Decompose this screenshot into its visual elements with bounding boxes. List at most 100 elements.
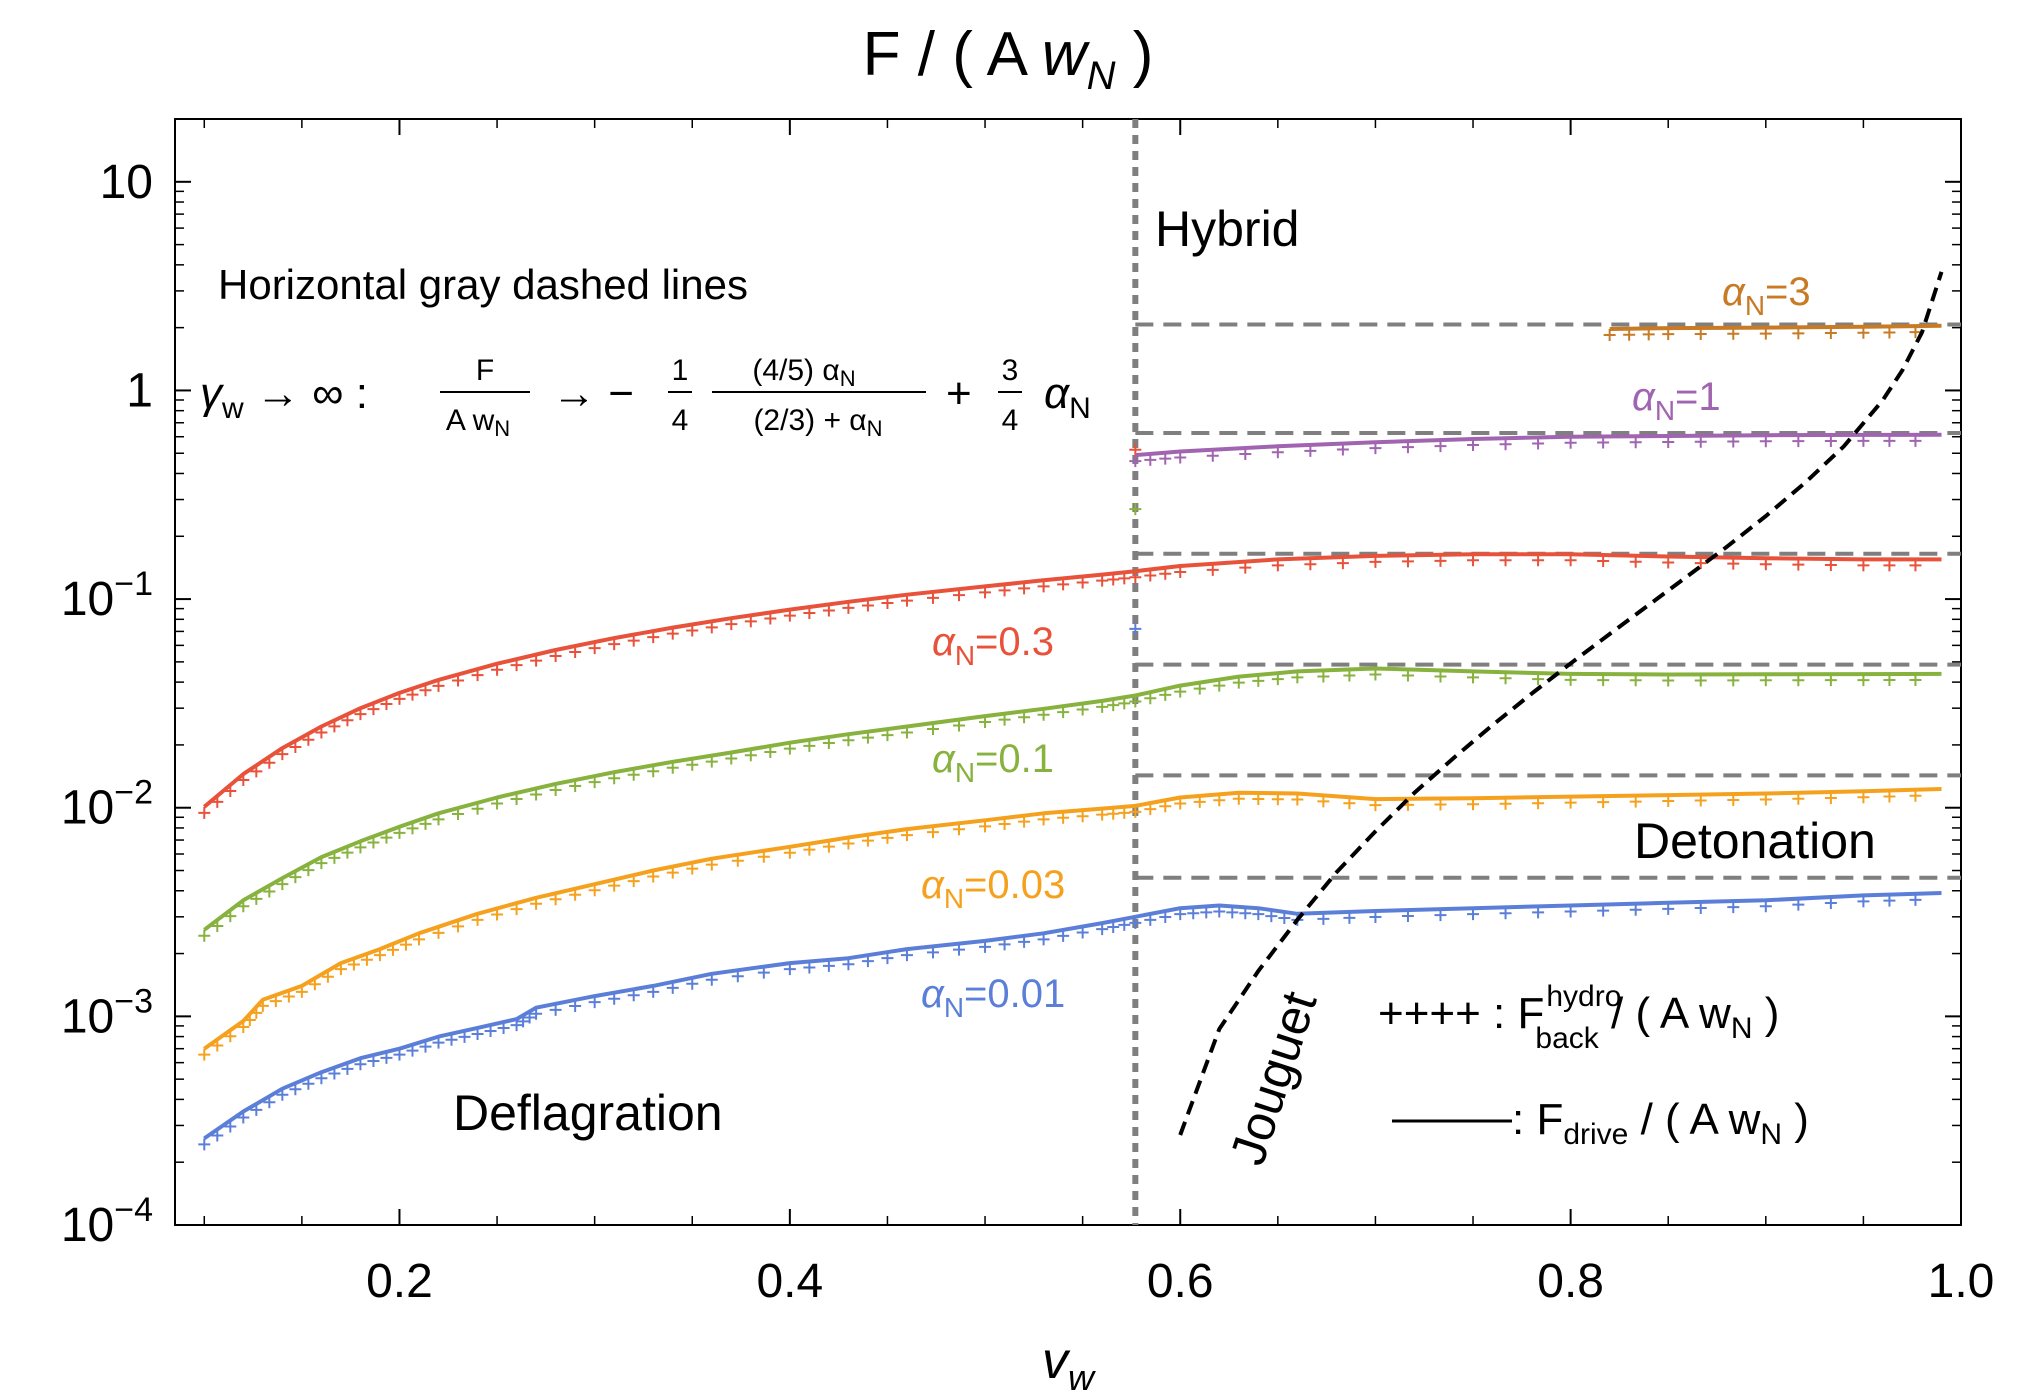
series-marker <box>1252 674 1265 687</box>
y-tick-label: 10−3 <box>61 982 153 1043</box>
series-marker <box>1018 711 1031 724</box>
series-marker <box>530 788 543 801</box>
series-marker <box>295 985 308 998</box>
series-marker <box>1129 455 1142 468</box>
series-marker <box>432 1036 445 1049</box>
series-marker <box>1499 907 1512 920</box>
series-marker <box>686 977 699 990</box>
series-marker <box>569 780 582 793</box>
x-tick-label: 1.0 <box>1928 1255 1995 1308</box>
series-marker <box>1629 436 1642 449</box>
series-marker <box>588 642 601 655</box>
series-marker <box>250 1006 263 1019</box>
series-marker <box>1239 448 1252 461</box>
series-marker <box>1434 798 1447 811</box>
series-marker <box>900 949 913 962</box>
plot-frame <box>174 118 1962 1226</box>
series-label-alpha-0.1: αN=0.1 <box>932 737 1054 788</box>
series-marker <box>926 946 939 959</box>
series-marker <box>530 1007 543 1020</box>
series-marker <box>979 820 992 833</box>
series-marker <box>1623 328 1636 341</box>
series-marker <box>484 1025 497 1037</box>
series-marker <box>1057 929 1070 942</box>
series-marker <box>1174 566 1187 579</box>
series-marker <box>1694 674 1707 687</box>
series-line-5 <box>1609 323 1942 331</box>
series-marker <box>1434 670 1447 683</box>
series-marker <box>263 885 276 898</box>
series-line-2 <box>203 666 1942 932</box>
series-marker <box>1532 797 1545 810</box>
series-marker <box>1317 670 1330 683</box>
series-marker <box>666 866 679 879</box>
annotation-frac2-den: 4 <box>672 404 689 437</box>
series-marker <box>953 943 966 956</box>
series-marker <box>198 1048 211 1061</box>
series-marker <box>1129 571 1142 584</box>
series-marker <box>549 893 562 906</box>
series-marker <box>842 734 855 747</box>
region-label-detonation: Detonation <box>1634 813 1876 869</box>
series-marker <box>1434 909 1447 922</box>
series-marker <box>491 797 504 810</box>
series-marker <box>842 601 855 614</box>
series-marker <box>1759 435 1772 448</box>
series-marker <box>979 586 992 599</box>
series-marker <box>979 940 992 953</box>
series-marker <box>783 609 796 622</box>
series-marker <box>1037 933 1050 946</box>
series-marker <box>588 884 601 897</box>
series-marker <box>1144 803 1157 816</box>
series-marker <box>1213 679 1226 692</box>
annotation-frac2-num: 1 <box>672 354 689 387</box>
series-marker <box>1159 688 1172 701</box>
series-marker <box>269 995 282 1008</box>
series-marker <box>1909 434 1922 447</box>
series-marker <box>1883 790 1896 803</box>
series-marker <box>510 903 523 916</box>
series-marker <box>393 692 406 705</box>
series-marker <box>1076 576 1089 589</box>
series-marker <box>1206 449 1219 462</box>
series-marker <box>861 599 874 612</box>
y-tick-label: 10−1 <box>61 565 153 626</box>
series-marker <box>1096 700 1109 713</box>
series-marker <box>1499 672 1512 685</box>
series-marker <box>783 846 796 859</box>
series-marker <box>803 607 816 620</box>
series-marker <box>881 831 894 844</box>
series-marker <box>1857 326 1870 339</box>
series-marker <box>1291 671 1304 684</box>
series-marker <box>334 963 347 976</box>
series-label-alpha-0.03: αN=0.03 <box>921 863 1065 914</box>
series-marker <box>1118 697 1131 710</box>
annotation-arrow2: → − <box>552 369 634 418</box>
series-markers-3 <box>198 554 1922 819</box>
series-marker <box>1883 326 1896 339</box>
series-marker <box>1232 676 1245 689</box>
jouguet-curve <box>1178 271 1944 1136</box>
series-marker <box>647 631 660 644</box>
series-markers-0 <box>198 893 1922 1151</box>
series-marker <box>822 959 835 972</box>
series-marker <box>1304 558 1317 571</box>
series-marker <box>445 1033 458 1046</box>
series-marker <box>1824 674 1837 687</box>
series-marker <box>608 772 621 785</box>
series-marker <box>1909 893 1922 906</box>
series-marker <box>510 659 523 672</box>
series-marker <box>731 854 744 867</box>
series-marker <box>1336 557 1349 570</box>
series-marker <box>211 795 224 808</box>
series-marker <box>705 755 718 768</box>
series-marker <box>705 621 718 634</box>
series-marker <box>1662 674 1675 687</box>
x-tick-label: 0.4 <box>756 1255 823 1308</box>
series-marker <box>1174 797 1187 810</box>
series-marker <box>608 638 621 651</box>
series-marker <box>1096 574 1109 587</box>
series-marker <box>1107 699 1120 712</box>
series-marker <box>1499 797 1512 810</box>
series-marker <box>386 943 399 956</box>
